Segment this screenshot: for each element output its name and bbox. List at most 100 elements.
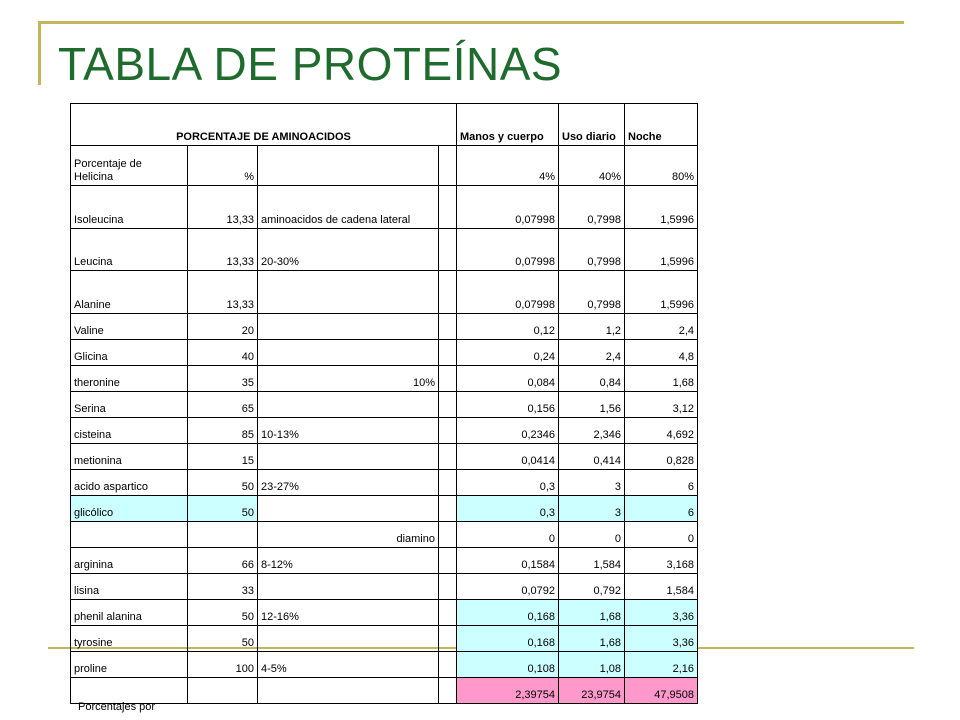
row-spacer [438, 391, 457, 418]
table-row: Glicina 40 0,24 2,4 4,8 [70, 339, 698, 366]
row-uso-value: 0,7998 [558, 270, 625, 314]
row-manos-value: 0,24 [456, 339, 559, 366]
row-note [257, 339, 439, 366]
row-uso-value: 3 [558, 495, 625, 522]
row-noche-value: 4,8 [624, 339, 698, 366]
row-uso-value: 1,08 [558, 651, 625, 678]
row-percentage [187, 521, 258, 548]
row-name: cisteina [70, 417, 188, 444]
row-percentage: 13,33 [187, 185, 258, 229]
row-spacer [438, 443, 457, 470]
row-manos-value: 0,168 [456, 599, 559, 626]
row-name: proline [70, 651, 188, 678]
row-percentage: 50 [187, 469, 258, 496]
row-manos-value: 0,0792 [456, 573, 559, 600]
row-spacer [438, 365, 457, 392]
row-percentage: 40 [187, 339, 258, 366]
row-noche-value: 4,692 [624, 417, 698, 444]
table-row: diamino 0 0 0 [70, 521, 698, 548]
row-noche-value: 0 [624, 521, 698, 548]
row-noche-value: 2,4 [624, 313, 698, 340]
left-rule [38, 21, 41, 85]
row-manos-value: 0,07998 [456, 270, 559, 314]
row-manos-value: 0,07998 [456, 228, 559, 271]
row-manos-value: 0,0414 [456, 443, 559, 470]
row-percentage: 50 [187, 625, 258, 652]
table-row: Alanine 13,33 0,07998 0,7998 1,5996 [70, 270, 698, 314]
row-percentage: 100 [187, 651, 258, 678]
row-spacer [438, 313, 457, 340]
table-row: metionina 15 0,0414 0,414 0,828 [70, 443, 698, 470]
row-spacer [438, 185, 457, 229]
row-note: 20-30% [257, 228, 439, 271]
row-name: Porcentaje de Helicina [70, 145, 188, 186]
row-uso-value: 2,346 [558, 417, 625, 444]
row-noche-value: 1,5996 [624, 228, 698, 271]
row-percentage: 35 [187, 365, 258, 392]
row-note [257, 443, 439, 470]
row-uso-value: 0,84 [558, 365, 625, 392]
row-note: diamino [257, 521, 439, 548]
row-percentage: 33 [187, 573, 258, 600]
row-note [257, 313, 439, 340]
row-name: Valine [70, 313, 188, 340]
row-name: tyrosine [70, 625, 188, 652]
row-uso-value: 1,68 [558, 625, 625, 652]
row-note [257, 270, 439, 314]
row-name: glicólico [70, 495, 188, 522]
row-percentage: 13,33 [187, 270, 258, 314]
row-percentage: 15 [187, 443, 258, 470]
table-footnote: Porcentajes por [78, 701, 156, 713]
row-note: 10% [257, 365, 439, 392]
header-manos-cuerpo: Manos y cuerpo [456, 103, 559, 146]
row-spacer [438, 547, 457, 574]
table-row: arginina 66 8-12% 0,1584 1,584 3,168 [70, 547, 698, 574]
row-noche-value: 3,36 [624, 625, 698, 652]
row-name: metionina [70, 443, 188, 470]
row-spacer [438, 495, 457, 522]
row-manos-value: 0 [456, 521, 559, 548]
row-manos-value: 0,084 [456, 365, 559, 392]
row-uso-value: 1,68 [558, 599, 625, 626]
row-spacer [438, 270, 457, 314]
row-name: Isoleucina [70, 185, 188, 229]
table-row: lisina 33 0,0792 0,792 1,584 [70, 573, 698, 600]
table-row: Porcentaje de Helicina % 4% 40% 80% [70, 145, 698, 186]
row-manos-value: 0,07998 [456, 185, 559, 229]
row-uso-value: 0,792 [558, 573, 625, 600]
row-percentage [187, 677, 258, 704]
row-spacer [438, 339, 457, 366]
row-name: theronine [70, 365, 188, 392]
row-percentage: 50 [187, 495, 258, 522]
row-spacer [438, 228, 457, 271]
row-noche-value: 1,584 [624, 573, 698, 600]
table-row: proline 100 4-5% 0,108 1,08 2,16 [70, 651, 698, 678]
row-spacer [438, 677, 457, 704]
row-noche-value: 6 [624, 495, 698, 522]
row-note [257, 625, 439, 652]
total-noche-value: 47,9508 [624, 677, 698, 704]
table-row: cisteina 85 10-13% 0,2346 2,346 4,692 [70, 417, 698, 444]
table-row: Leucina 13,33 20-30% 0,07998 0,7998 1,59… [70, 228, 698, 271]
row-manos-value: 0,12 [456, 313, 559, 340]
row-uso-value: 2,4 [558, 339, 625, 366]
row-note: aminoacidos de cadena lateral [257, 185, 439, 229]
row-spacer [438, 651, 457, 678]
header-uso-diario: Uso diario [558, 103, 625, 146]
row-percentage: 20 [187, 313, 258, 340]
row-note: 12-16% [257, 599, 439, 626]
row-manos-value: 0,3 [456, 469, 559, 496]
row-percentage: 66 [187, 547, 258, 574]
row-percentage: 65 [187, 391, 258, 418]
row-name: phenil alanina [70, 599, 188, 626]
table-row: Isoleucina 13,33 aminoacidos de cadena l… [70, 185, 698, 229]
row-name: Serina [70, 391, 188, 418]
table-row: acido aspartico 50 23-27% 0,3 3 6 [70, 469, 698, 496]
row-spacer [438, 417, 457, 444]
row-note [257, 573, 439, 600]
row-uso-value: 3 [558, 469, 625, 496]
row-name [70, 677, 188, 704]
total-uso-value: 23,9754 [558, 677, 625, 704]
row-note: 4-5% [257, 651, 439, 678]
row-noche-value: 6 [624, 469, 698, 496]
